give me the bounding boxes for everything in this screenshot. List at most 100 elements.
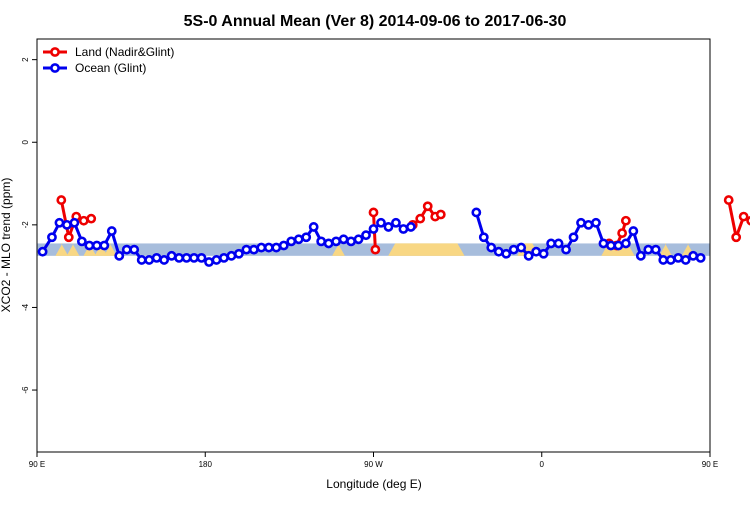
- land-band-segment-6: [388, 243, 465, 256]
- ocean-point-72: [635, 250, 646, 261]
- ocean-point-31: [271, 242, 282, 253]
- ocean-point-77: [673, 252, 684, 263]
- ocean-point-22: [204, 257, 214, 267]
- ocean-point-35: [301, 232, 312, 243]
- land-point-6: [370, 244, 381, 255]
- land-point-9: [422, 201, 433, 212]
- land-point-14: [617, 228, 628, 239]
- land-point-19: [746, 215, 750, 226]
- y-tick-label-0: 2: [21, 57, 30, 62]
- x-tick-label-0: 90 E: [29, 460, 45, 469]
- land-band-segment-10: [659, 243, 673, 256]
- ocean-point-67: [598, 238, 609, 249]
- land-point-1: [63, 232, 74, 243]
- land-point-11: [435, 209, 446, 220]
- y-axis-ticks: 2 0 -2 -4 -6: [21, 57, 37, 394]
- land-point-18: [738, 211, 749, 222]
- y-tick-label-2: -2: [21, 221, 30, 229]
- ocean-point-6: [84, 240, 95, 251]
- x-tick-label-3: 0: [540, 460, 545, 469]
- ocean-point-49: [405, 222, 416, 232]
- ocean-point-8: [99, 240, 110, 251]
- land-band-segment-1: [66, 243, 80, 256]
- ocean-point-54: [501, 248, 512, 259]
- ocean-point-59: [538, 248, 549, 259]
- ocean-point-80: [695, 252, 706, 263]
- legend-label-1: Ocean (Glint): [75, 61, 146, 75]
- ocean-series: [37, 207, 706, 267]
- ocean-point-18: [174, 252, 184, 263]
- ocean-point-5: [76, 236, 87, 247]
- ocean-point-74: [650, 244, 661, 255]
- land-point-17: [731, 232, 742, 243]
- ocean-point-27: [241, 244, 252, 255]
- y-axis-label: XCO2 - MLO trend (ppm): [0, 178, 13, 313]
- ocean-point-34: [293, 234, 304, 245]
- land-band-segment-9: [614, 243, 635, 256]
- ocean-point-19: [181, 252, 192, 263]
- x-axis-ticks: 90 E 180 90 W 0 90 E: [29, 452, 718, 469]
- y-tick-label-3: -4: [21, 303, 30, 311]
- ocean-point-15: [151, 252, 162, 263]
- ocean-point-79: [688, 250, 699, 261]
- y-tick-label-1: 0: [21, 139, 30, 144]
- legend-marker-1: [50, 63, 60, 73]
- x-tick-label-4: 90 E: [702, 460, 718, 469]
- ocean-point-60: [546, 238, 556, 249]
- ocean-point-78: [680, 255, 691, 265]
- ocean-point-17: [166, 250, 177, 261]
- ocean-point-37: [316, 236, 327, 247]
- ocean-point-39: [331, 236, 342, 247]
- ocean-point-2: [54, 217, 65, 228]
- ocean-point-70: [620, 238, 631, 249]
- ocean-point-32: [278, 240, 289, 251]
- ocean-point-1: [47, 232, 57, 243]
- ocean-point-14: [144, 255, 155, 265]
- ocean-point-52: [486, 242, 497, 253]
- ocean-point-11: [121, 244, 132, 255]
- ocean-point-58: [531, 246, 542, 257]
- ocean-point-76: [665, 255, 676, 265]
- land-band-segment-0: [55, 243, 69, 256]
- land-band-segment-3: [94, 243, 108, 256]
- ocean-point-16: [159, 255, 170, 265]
- ocean-point-10: [114, 250, 125, 261]
- ocean-point-62: [561, 244, 571, 255]
- ocean-point-55: [508, 244, 519, 255]
- ocean-point-0: [37, 246, 48, 257]
- ocean-point-12: [129, 244, 140, 255]
- legend-marker-0: [50, 47, 60, 57]
- ocean-point-4: [69, 217, 80, 228]
- ocean-point-71: [628, 226, 639, 236]
- ocean-point-57: [523, 250, 534, 261]
- legend-label-0: Land (Nadir&Glint): [75, 45, 174, 59]
- ocean-point-75: [658, 255, 669, 265]
- ocean-point-25: [226, 250, 237, 261]
- land-point-8: [415, 213, 426, 224]
- land-point-5: [368, 207, 379, 218]
- chart-title: 5S-0 Annual Mean (Ver 8) 2014-09-06 to 2…: [184, 13, 567, 30]
- ocean-point-66: [591, 217, 601, 228]
- ocean-point-23: [211, 255, 222, 265]
- ocean-point-53: [493, 246, 504, 257]
- ocean-point-40: [338, 234, 349, 245]
- land-band-segment-5: [332, 243, 345, 256]
- ocean-point-47: [391, 217, 401, 228]
- ocean-point-51: [478, 232, 489, 243]
- ocean-point-7: [91, 240, 102, 251]
- land-point-3: [78, 215, 89, 226]
- ocean-point-36: [308, 222, 319, 232]
- ocean-point-33: [286, 236, 297, 247]
- ocean-point-9: [106, 226, 117, 236]
- ocean-point-48: [398, 224, 409, 234]
- land-point-15: [620, 215, 631, 226]
- ocean-point-46: [383, 222, 394, 232]
- ocean-point-21: [196, 252, 207, 263]
- legend: Land (Nadir&Glint) Ocean (Glint): [43, 45, 174, 75]
- ocean-point-42: [353, 234, 364, 245]
- ocean-point-29: [256, 242, 267, 253]
- ocean-point-65: [583, 219, 594, 230]
- ocean-point-50: [471, 207, 482, 218]
- x-tick-label-1: 180: [199, 460, 213, 469]
